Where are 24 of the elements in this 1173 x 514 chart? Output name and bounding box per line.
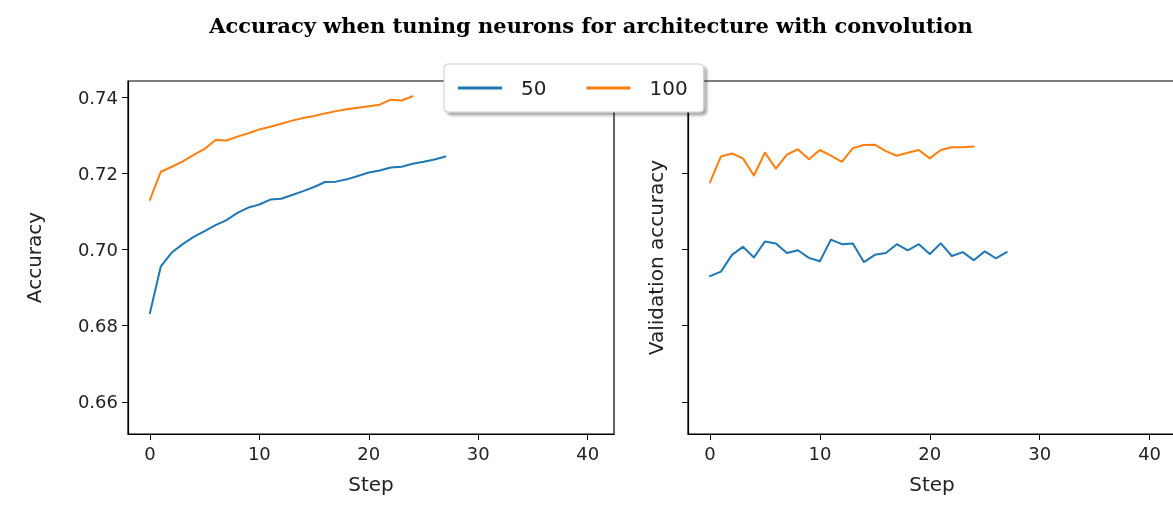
x-tick-label: 10	[247, 442, 271, 464]
y-tick-label: 0.72	[77, 162, 118, 184]
y-tick-label: 0.66	[77, 391, 118, 413]
x-tick-label: 30	[1028, 442, 1052, 464]
y-axis-title: Accuracy	[22, 211, 46, 304]
x-tick-label: 0	[144, 442, 156, 464]
x-tick-label: 40	[1138, 442, 1162, 464]
legend-label: 50	[521, 76, 547, 100]
y-tick-label: 0.70	[77, 238, 118, 260]
y-axis-title: Validation accuracy	[644, 159, 668, 356]
x-tick-label: 20	[918, 442, 942, 464]
x-axis-title: Step	[909, 472, 955, 496]
chart-title: Accuracy when tuning neurons for architecture with convolution	[208, 13, 973, 38]
x-tick-label: 20	[357, 442, 381, 464]
y-tick-label: 0.68	[77, 315, 118, 337]
line-series	[148, 155, 447, 315]
x-tick-label: 0	[704, 442, 716, 464]
x-axis-title: Step	[348, 472, 394, 496]
line-series	[148, 95, 414, 201]
x-tick-label: 40	[576, 442, 600, 464]
legend-label: 100	[649, 76, 688, 100]
y-tick-label: 0.74	[77, 86, 118, 108]
x-tick-label: 30	[466, 442, 490, 464]
x-tick-label: 10	[808, 442, 832, 464]
